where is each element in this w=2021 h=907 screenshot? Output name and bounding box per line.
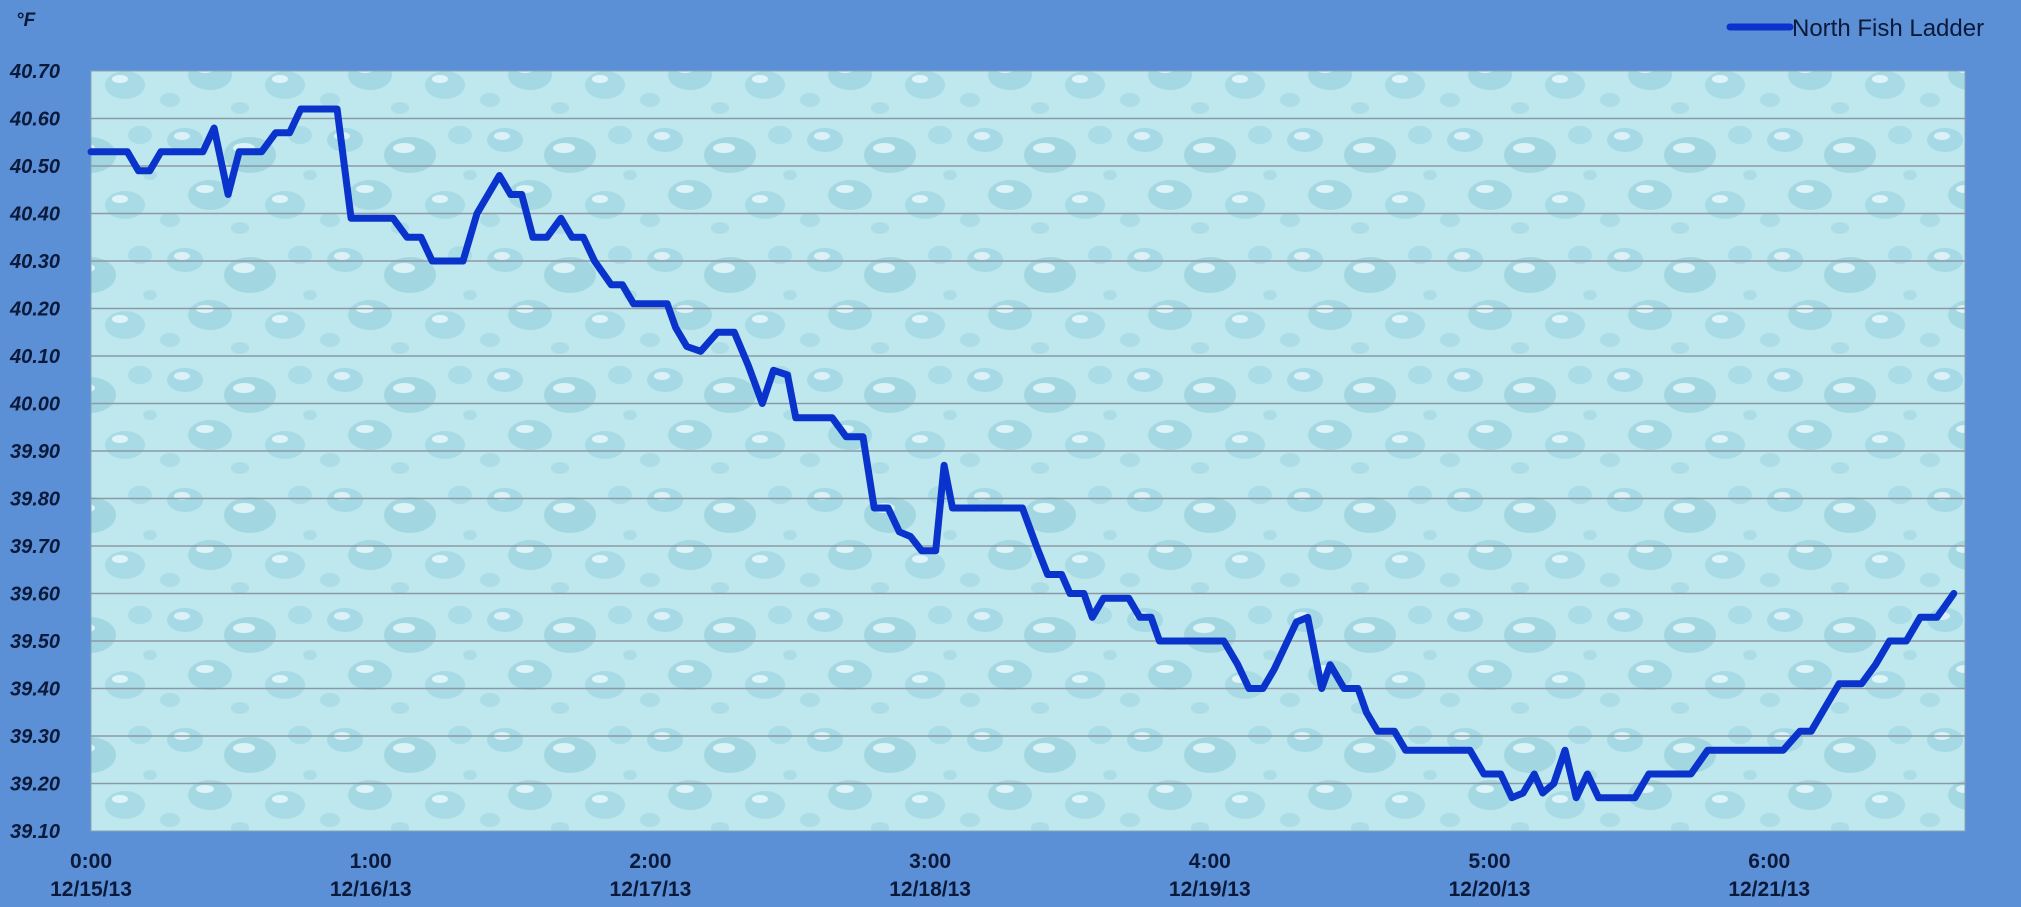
y-tick-label: 40.30 bbox=[9, 251, 60, 273]
y-tick-label: 39.10 bbox=[10, 821, 60, 843]
x-tick-time-label: 3:00 bbox=[909, 850, 951, 873]
y-tick-label: 39.40 bbox=[10, 679, 60, 701]
y-tick-label: 39.50 bbox=[10, 631, 60, 653]
gridlines bbox=[91, 117, 1965, 785]
y-axis-unit-label: °F bbox=[16, 10, 37, 31]
y-tick-label: 40.20 bbox=[9, 299, 60, 321]
x-tick-time-label: 4:00 bbox=[1189, 850, 1231, 873]
y-tick-label: 39.20 bbox=[10, 774, 60, 796]
x-tick-date-label: 12/17/13 bbox=[610, 878, 692, 901]
series-line-north-fish-ladder bbox=[87, 105, 1958, 802]
x-tick-date-label: 12/19/13 bbox=[1169, 878, 1251, 901]
y-tick-label: 40.70 bbox=[9, 61, 60, 83]
y-axis-tick-labels: 40.70 40.60 40.50 40.40 40.30 40.20 40.10 40.00… bbox=[9, 61, 60, 843]
y-tick-label: 40.40 bbox=[9, 204, 60, 226]
x-tick-date-label: 12/21/13 bbox=[1728, 878, 1810, 901]
series-layer bbox=[87, 105, 1958, 802]
y-tick-label: 39.60 bbox=[10, 584, 60, 606]
y-tick-label: 40.10 bbox=[9, 346, 60, 368]
y-tick-label: 40.50 bbox=[9, 156, 60, 178]
legend-label-north-fish-ladder: North Fish Ladder bbox=[1792, 15, 1984, 42]
y-tick-label: 39.70 bbox=[10, 536, 60, 558]
x-tick-time-label: 6:00 bbox=[1748, 850, 1790, 873]
x-tick-time-label: 1:00 bbox=[350, 850, 392, 873]
x-tick-date-label: 12/18/13 bbox=[889, 878, 971, 901]
y-tick-label: 39.80 bbox=[10, 489, 60, 511]
legend: North Fish Ladder bbox=[1726, 15, 1984, 42]
x-axis-tick-labels: 0:00 12/15/13 1:00 12/16/13 2:00 12/17/13 3:00… bbox=[50, 850, 1810, 901]
x-tick-date-label: 12/16/13 bbox=[330, 878, 412, 901]
x-tick-time-label: 0:00 bbox=[70, 850, 112, 873]
x-tick-date-label: 12/20/13 bbox=[1449, 878, 1531, 901]
y-tick-label: 40.60 bbox=[9, 109, 60, 131]
y-tick-label: 40.00 bbox=[9, 394, 60, 416]
x-tick-time-label: 2:00 bbox=[629, 850, 671, 873]
x-tick-time-label: 5:00 bbox=[1468, 850, 1510, 873]
x-tick-date-label: 12/15/13 bbox=[50, 878, 132, 901]
y-tick-label: 39.90 bbox=[10, 441, 60, 463]
y-tick-label: 39.30 bbox=[10, 726, 60, 748]
